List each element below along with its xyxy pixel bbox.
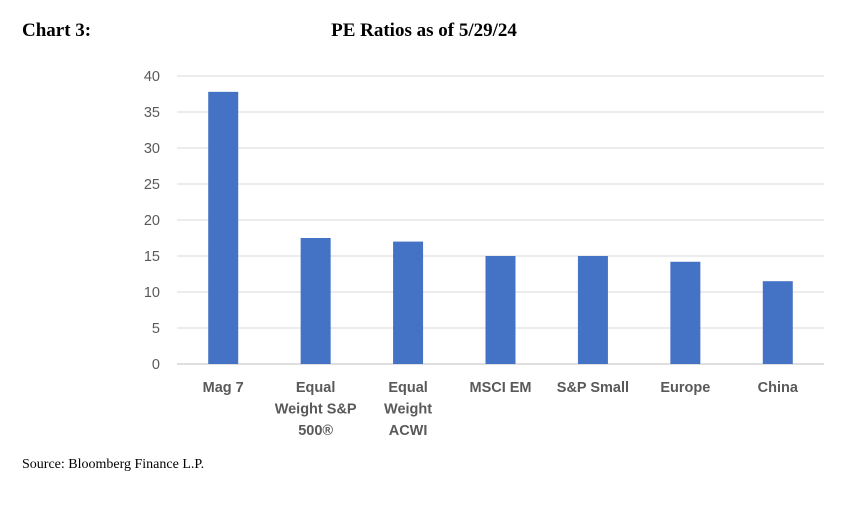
y-axis-tick-labels: 0 5 10 15 20 25 30 35 40: [144, 69, 160, 373]
y-tick-label: 35: [144, 105, 160, 121]
category-label: Equal Weight ACWI: [384, 380, 432, 439]
chart-title: PE Ratios as of 5/29/24: [331, 20, 517, 41]
bar-6: [762, 281, 793, 364]
bar-0: [208, 91, 239, 364]
bar-2: [393, 241, 424, 364]
y-tick-label: 15: [144, 249, 160, 265]
y-tick-label: 25: [144, 177, 160, 193]
bar-4: [577, 256, 608, 364]
source-note: Source: Bloomberg Finance L.P.: [22, 457, 205, 472]
x-axis-category-labels: Mag 7 Equal Weight S&P 500® Equal Weight ACWI M…: [203, 380, 799, 439]
y-tick-label: 10: [144, 285, 160, 301]
chart-number-label: Chart 3:: [22, 20, 92, 41]
bar-3: [485, 256, 516, 364]
category-label: Mag 7: [203, 380, 244, 396]
category-label: China: [758, 380, 799, 396]
y-tick-label: 5: [152, 321, 160, 337]
category-label: Equal Weight S&P 500®: [275, 380, 357, 439]
y-tick-label: 40: [144, 69, 160, 85]
category-label: S&P Small: [557, 380, 629, 396]
y-tick-label: 30: [144, 141, 160, 157]
bar-5: [670, 261, 701, 364]
category-label: Europe: [660, 380, 710, 396]
category-label: MSCI EM: [469, 380, 531, 396]
bar-1: [300, 238, 331, 364]
bars: [208, 91, 793, 364]
bar-chart: 0 5 10 15 20 25 30 35 40 Mag 7 Equal Weight S&P 500…: [144, 69, 824, 439]
y-tick-label: 0: [152, 357, 160, 373]
y-tick-label: 20: [144, 213, 160, 229]
